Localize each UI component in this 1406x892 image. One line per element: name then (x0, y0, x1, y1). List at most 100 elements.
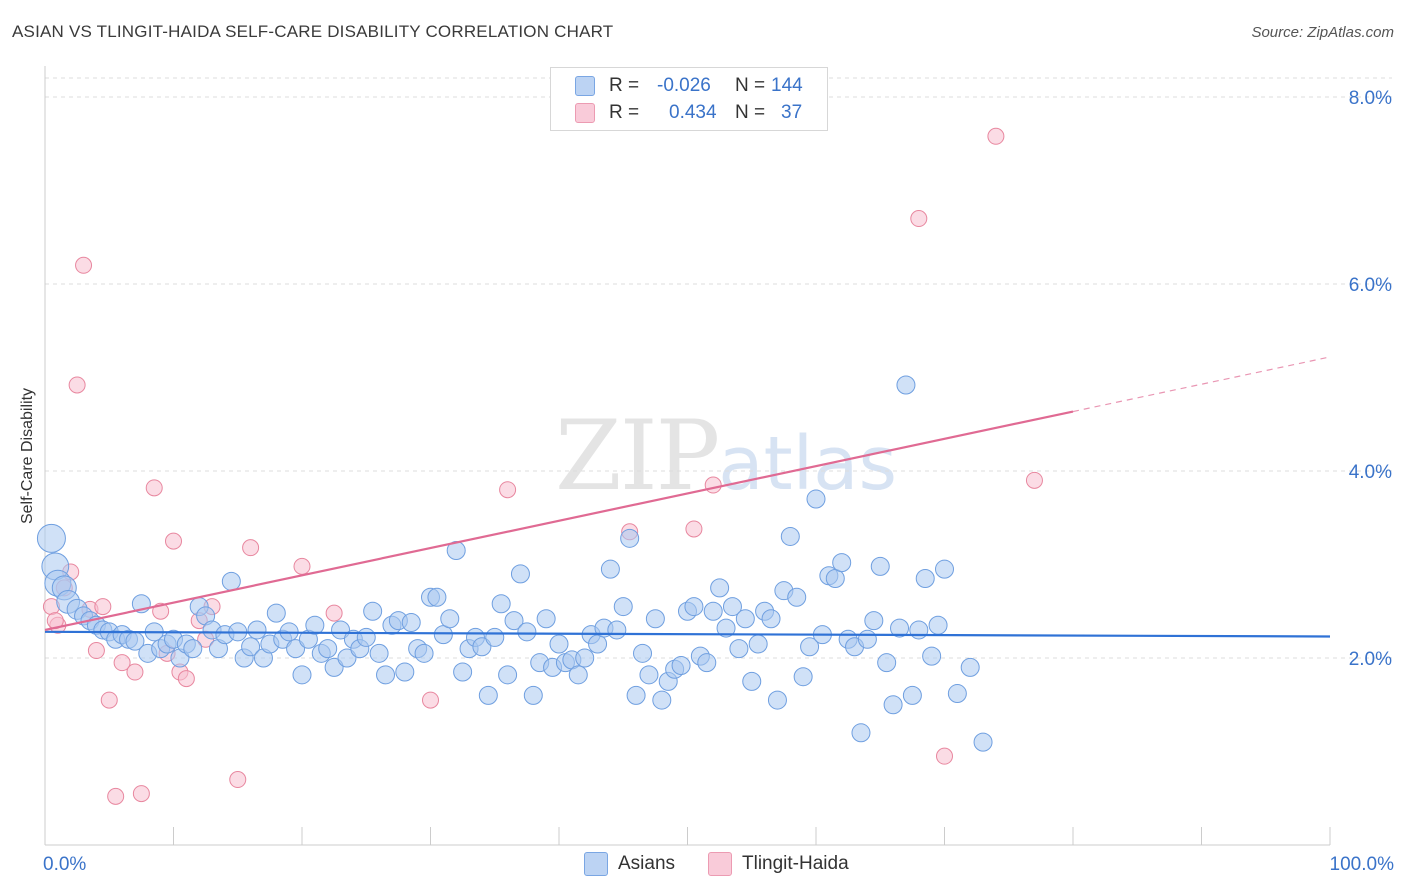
asian-point (684, 597, 704, 617)
legend-n-label: N = (735, 75, 766, 96)
tlingit-haida-point (325, 604, 343, 622)
asian-point (369, 643, 389, 663)
source-label: Source: ZipAtlas.com (1251, 24, 1394, 41)
correlation-legend: R = -0.026 N = 144 R = 0.434 N = 37 (550, 67, 828, 131)
tlingit-haida-point (229, 771, 247, 789)
y-tick-label: 8.0% (1349, 88, 1392, 109)
asian-point (292, 665, 312, 685)
asian-point (247, 620, 267, 640)
tlingit-haida-point (936, 747, 953, 765)
tlingit-haida-point (704, 476, 722, 494)
asian-point (427, 587, 447, 607)
y-tick-label: 4.0% (1349, 462, 1392, 483)
asian-point (633, 643, 653, 663)
tlingit-haida-point (293, 557, 311, 575)
legend-r-value: 0.434 (669, 102, 717, 123)
asian-point (800, 637, 820, 657)
asian-point (376, 665, 396, 685)
asian-point (620, 528, 640, 548)
asian-point (440, 609, 460, 629)
tlingit-haida-point (113, 654, 131, 672)
asian-point (491, 594, 511, 614)
asian-point (870, 556, 890, 576)
tlingit-haida-point (94, 598, 112, 616)
asian-point (517, 622, 537, 642)
asian-point (890, 618, 910, 638)
asian-point (331, 620, 351, 640)
asian-point (221, 571, 241, 591)
asian-point (935, 559, 954, 579)
asian-point (241, 637, 261, 657)
legend-n-label: N = (735, 102, 766, 123)
asian-point (748, 634, 768, 654)
tlingit-haida-point (1025, 471, 1043, 489)
asian-point (793, 667, 813, 687)
tlingit-haida-point (242, 539, 260, 557)
asian-trend-line (44, 630, 1331, 638)
asian-point (575, 648, 595, 668)
asian-point (832, 553, 852, 573)
asian-point (896, 375, 916, 395)
asian-point (337, 648, 357, 668)
asian-point (286, 639, 306, 659)
asian-point (356, 627, 376, 647)
asian-point (857, 629, 877, 649)
asian-point (183, 639, 203, 659)
asian-point (761, 609, 781, 629)
tlingit-haida-point (68, 376, 86, 394)
tlingit-haida-point (499, 481, 517, 499)
asian-point (883, 695, 903, 715)
asian-point (626, 685, 646, 705)
watermark-atlas: atlas (718, 421, 898, 507)
asian-point (671, 655, 691, 675)
asian-point (607, 620, 627, 640)
tlingit-haida-trend-line (44, 410, 1074, 632)
bottom-legend-label-tlingit-haida: Tlingit-Haida (742, 853, 849, 874)
bottom-legend-label-asians: Asians (618, 853, 676, 874)
legend-n-value: 144 (771, 75, 803, 96)
tlingit-haida-point (422, 691, 439, 709)
asian-point (877, 653, 897, 673)
asian-point (806, 489, 826, 509)
asian-point (478, 685, 498, 705)
asian-point (735, 609, 755, 629)
asian-point (922, 646, 942, 666)
asian-point (266, 603, 286, 623)
bottom-legend-swatch-tlingit-haida (708, 852, 732, 876)
asian-point (645, 609, 665, 629)
asian-point (973, 732, 993, 752)
legend-r-label: R = (609, 102, 640, 123)
asian-point (318, 639, 338, 659)
legend-row-tlingit-haida: R = 0.434 N = 37 (575, 100, 802, 126)
asian-point (960, 657, 980, 677)
asian-point (767, 690, 787, 710)
tlingit-haida-point (910, 210, 928, 228)
asian-point (729, 639, 749, 659)
tlingit-haida-point (132, 785, 150, 803)
asian-point (588, 634, 608, 654)
tlingit-haida-point (987, 127, 1005, 145)
chart-title: ASIAN VS TLINGIT-HAIDA SELF-CARE DISABIL… (12, 22, 614, 41)
asian-point (324, 657, 344, 677)
asian-point (864, 611, 884, 631)
asian-point (485, 627, 505, 647)
asian-point (825, 569, 845, 589)
tlingit-haida-point (75, 256, 93, 274)
asian-point (652, 690, 672, 710)
asian-point (414, 643, 434, 663)
asian-point (536, 609, 556, 629)
asian-point (523, 685, 543, 705)
asian-point (510, 564, 530, 584)
asian-point (928, 615, 948, 635)
y-tick-label: 2.0% (1349, 649, 1392, 670)
tlingit-haida-point (126, 663, 144, 681)
asian-point (915, 569, 935, 589)
y-tick-label: 6.0% (1349, 275, 1392, 296)
asian-point (568, 665, 588, 685)
asian-point (395, 662, 415, 682)
asian-point (504, 611, 524, 631)
asian-point (639, 665, 659, 685)
bottom-legend-tlingit-haida: Tlingit-Haida (708, 851, 849, 877)
x-tick-label-min: 0.0% (43, 854, 86, 875)
x-tick-label-max: 100.0% (1330, 854, 1395, 875)
